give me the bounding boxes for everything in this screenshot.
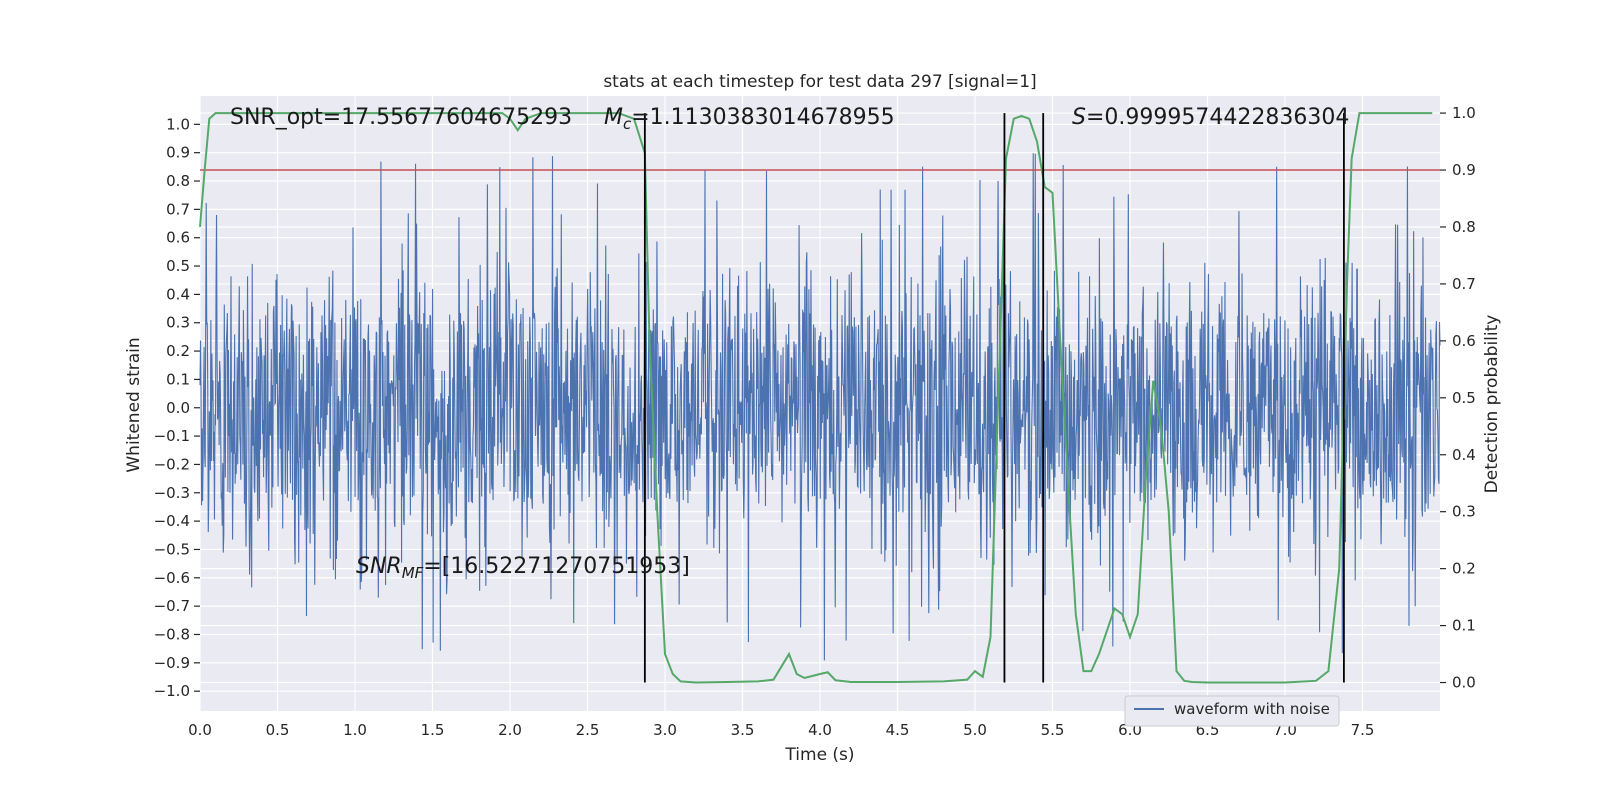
y-left-tick-label-4: 0.6 <box>166 229 190 247</box>
y-right-axis-ticks: 1.0 0.9 0.8 0.7 0.6 0.5 0.4 0.3 0.2 0.1 0.0 <box>1440 104 1476 692</box>
x-tick-label-3: 1.5 <box>421 721 445 739</box>
x-tick-label-11: 5.5 <box>1041 721 1065 739</box>
y-right-tick-label-8: 0.2 <box>1452 560 1476 578</box>
probability-series <box>199 112 1433 684</box>
y-right-tick-label-7: 0.3 <box>1452 503 1476 521</box>
y-left-tick-label-15: −0.5 <box>154 540 190 558</box>
x-axis-ticks: 0.0 0.5 1.0 1.5 2.0 2.5 3.0 3.5 4.0 4.5 5.0 5.5 6.0 6… <box>188 721 1374 739</box>
y-left-tick-label-7: 0.3 <box>166 314 190 332</box>
y-right-tick-label-0: 1.0 <box>1452 104 1476 122</box>
y-left-axis-ticks: 1.0 0.9 0.8 0.7 0.6 0.5 0.4 0.3 0.2 0.1 0.0 −0.1 −0.… <box>154 115 200 700</box>
x-tick-label-10: 5.0 <box>963 721 987 739</box>
y-right-tick-label-1: 0.9 <box>1452 161 1476 179</box>
annotation-chirp-mass-sub: c <box>623 115 632 133</box>
chart-title: stats at each timestep for test data 297… <box>603 72 1036 92</box>
y-left-tick-label-13: −0.3 <box>154 484 190 502</box>
legend: waveform with noise <box>1124 695 1340 727</box>
y-right-tick-label-6: 0.4 <box>1452 446 1476 464</box>
y-left-tick-label-14: −0.4 <box>154 512 190 530</box>
vertical-markers <box>643 113 1345 683</box>
x-tick-label-4: 2.0 <box>498 721 522 739</box>
y-left-tick-label-2: 0.8 <box>166 172 190 190</box>
y-left-tick-label-6: 0.4 <box>166 285 190 303</box>
y-left-tick-label-3: 0.7 <box>166 200 190 218</box>
y-left-tick-label-10: 0.0 <box>166 399 190 417</box>
y-left-tick-label-5: 0.5 <box>166 257 190 275</box>
annotation-chirp-mass-value: =1.1130383014678955 <box>631 105 894 130</box>
annotation-snr-mf-sub: MF <box>402 564 424 582</box>
y-right-tick-label-5: 0.5 <box>1452 389 1476 407</box>
x-tick-label-6: 3.0 <box>653 721 677 739</box>
legend-box <box>1124 695 1340 727</box>
legend-label: waveform with noise <box>1174 700 1330 718</box>
x-tick-label-8: 4.0 <box>808 721 832 739</box>
y-left-tick-label-17: −0.7 <box>154 597 190 615</box>
y-left-tick-label-20: −1.0 <box>154 682 190 700</box>
y-left-tick-label-1: 0.9 <box>166 144 190 162</box>
y-right-tick-label-9: 0.1 <box>1452 617 1476 635</box>
y-left-tick-label-18: −0.8 <box>154 625 190 643</box>
annotation-s-symbol: S <box>1072 105 1086 130</box>
y-right-tick-label-2: 0.8 <box>1452 218 1476 236</box>
y-left-tick-label-0: 1.0 <box>166 115 190 133</box>
x-tick-label-15: 7.5 <box>1351 721 1375 739</box>
annotation-chirp-mass: Mc=1.1130383014678955 <box>604 105 895 133</box>
y-left-tick-label-16: −0.6 <box>154 569 190 587</box>
y-left-tick-label-9: 0.1 <box>166 370 190 388</box>
annotation-snr-opt: SNR_opt=17.55677604675293 <box>230 105 572 130</box>
x-axis-label: Time (s) <box>784 745 854 765</box>
y-left-axis-label: Whitened strain <box>124 337 144 472</box>
annotation-s-value: =0.9999574422836304 <box>1086 105 1349 130</box>
y-right-axis-label: Detection probability <box>1482 315 1502 494</box>
x-tick-label-2: 1.0 <box>343 721 367 739</box>
x-tick-label-7: 3.5 <box>731 721 755 739</box>
y-left-tick-label-11: −0.1 <box>154 427 190 445</box>
annotation-snr-mf: SNRMF=[16.52271270751953] <box>356 554 690 582</box>
probability-line <box>199 112 1433 684</box>
waveform-line <box>199 153 1441 661</box>
y-left-tick-label-19: −0.9 <box>154 654 190 672</box>
waveform-series <box>199 153 1441 661</box>
x-tick-label-1: 0.5 <box>266 721 290 739</box>
y-left-tick-label-12: −0.2 <box>154 455 190 473</box>
x-tick-label-5: 2.5 <box>576 721 600 739</box>
y-right-tick-label-4: 0.6 <box>1452 332 1476 350</box>
x-tick-label-9: 4.5 <box>886 721 910 739</box>
y-right-tick-label-3: 0.7 <box>1452 275 1476 293</box>
annotation-snr-mf-symbol: SNR <box>356 554 402 579</box>
annotation-s: S=0.9999574422836304 <box>1072 105 1349 130</box>
annotation-chirp-mass-symbol: M <box>604 105 623 130</box>
x-tick-label-0: 0.0 <box>188 721 212 739</box>
y-right-tick-label-10: 0.0 <box>1452 674 1476 692</box>
annotation-snr-mf-value: =[16.52271270751953] <box>423 554 690 579</box>
y-left-tick-label-8: 0.2 <box>166 342 190 360</box>
